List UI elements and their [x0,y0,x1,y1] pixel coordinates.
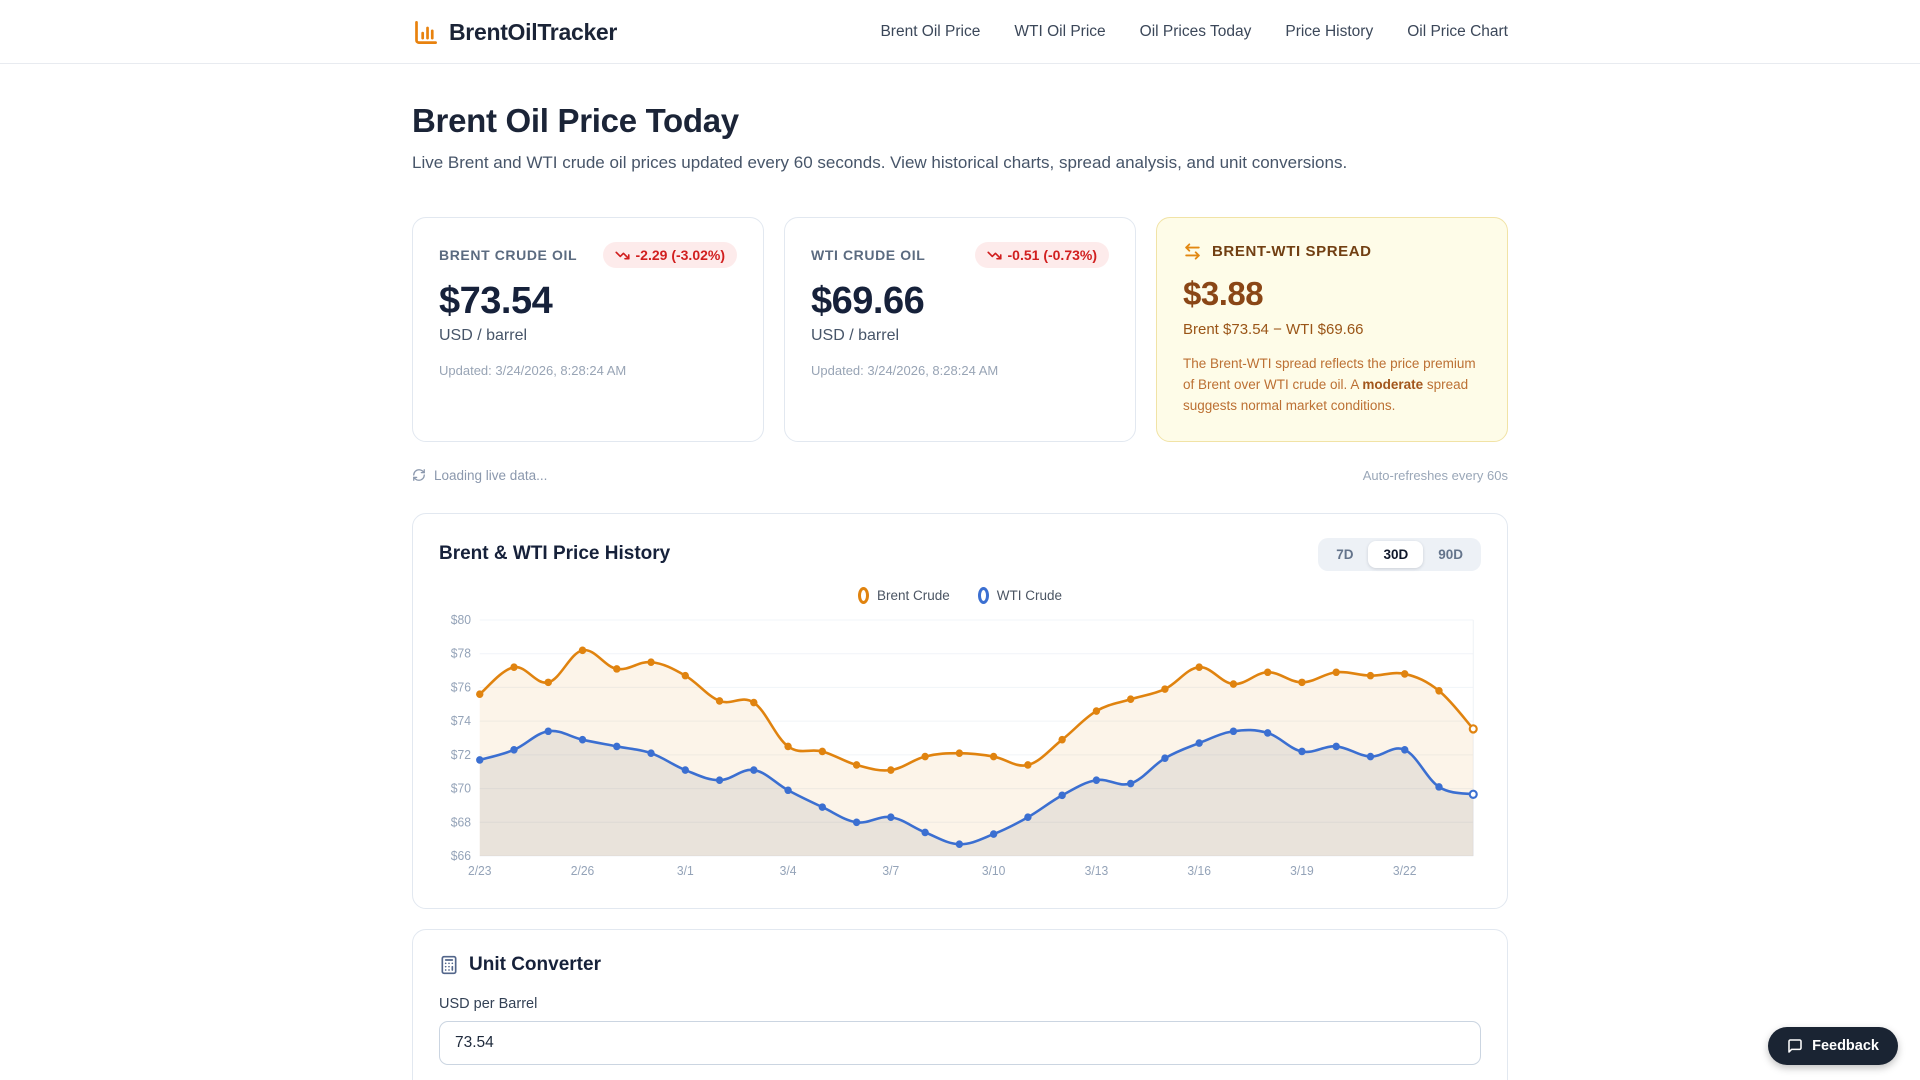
price-cards-row: BRENT CRUDE OIL -2.29 (-3.02%) $73.54 US… [412,217,1508,442]
brent-change-badge: -2.29 (-3.02%) [602,242,737,268]
brand-logo[interactable]: BrentOilTracker [412,19,617,46]
wti-change-badge: -0.51 (-0.73%) [974,242,1109,268]
svg-text:$76: $76 [451,680,471,694]
svg-text:3/19: 3/19 [1290,864,1314,878]
status-row: Loading live data... Auto-refreshes ever… [412,468,1508,483]
spread-card-label: BRENT-WTI SPREAD [1212,243,1372,260]
wti-price-unit: USD / barrel [811,327,900,344]
brent-change-value: -2.29 (-3.02%) [635,247,725,263]
brent-price-unit: USD / barrel [439,327,528,344]
spread-value: $3.88 [1183,275,1264,312]
main-content: Brent Oil Price Today Live Brent and WTI… [396,102,1524,1080]
brent-card-label: BRENT CRUDE OIL [439,247,578,263]
wti-legend-marker-icon [977,586,989,604]
svg-text:$68: $68 [451,815,471,829]
calculator-icon [439,955,459,975]
wti-price: $69.66 [811,280,925,322]
site-header: BrentOilTracker Brent Oil Price WTI Oil … [0,0,1920,64]
legend-brent-label: Brent Crude [876,587,950,603]
price-history-panel: Brent & WTI Price History 7D 30D 90D Bre… [412,512,1508,909]
svg-text:3/16: 3/16 [1187,864,1211,878]
svg-text:$78: $78 [451,646,471,660]
svg-text:3/10: 3/10 [982,864,1006,878]
svg-text:3/22: 3/22 [1393,864,1417,878]
svg-text:$66: $66 [451,849,471,863]
brent-updated-timestamp: Updated: 3/24/2026, 8:28:24 AM [439,363,627,378]
converter-input-label: USD per Barrel [439,995,538,1012]
nav-brent-oil-price[interactable]: Brent Oil Price [880,23,981,40]
legend-brent-crude[interactable]: Brent Crude [857,586,950,604]
message-square-icon [1787,1038,1803,1054]
range-90d-button[interactable]: 90D [1423,541,1478,568]
range-30d-button[interactable]: 30D [1368,540,1424,568]
refresh-icon [412,468,426,482]
brent-legend-marker-icon [857,586,869,604]
spread-description: The Brent-WTI spread reflects the price … [1183,356,1476,413]
wti-price-card: WTI CRUDE OIL -0.51 (-0.73%) $69.66 USD … [784,217,1136,442]
trending-down-icon [986,248,1002,263]
spread-card: BRENT-WTI SPREAD $3.88 Brent $73.54 − WT… [1156,217,1508,442]
converter-title: Unit Converter [469,953,601,975]
arrow-left-right-icon [1183,242,1202,261]
unit-converter-panel: Unit Converter USD per Barrel USD / LITE… [412,928,1508,1080]
wti-card-label: WTI CRUDE OIL [811,247,926,263]
usd-per-barrel-input[interactable] [439,1020,1481,1065]
svg-text:3/13: 3/13 [1085,864,1109,878]
nav-wti-oil-price[interactable]: WTI Oil Price [1014,23,1106,40]
legend-wti-crude[interactable]: WTI Crude [977,586,1063,604]
wti-updated-timestamp: Updated: 3/24/2026, 8:28:24 AM [811,363,999,378]
feedback-label: Feedback [1812,1038,1879,1054]
svg-text:3/4: 3/4 [780,864,797,878]
wti-change-value: -0.51 (-0.73%) [1007,247,1097,263]
svg-text:$74: $74 [451,714,471,728]
nav-price-history[interactable]: Price History [1285,23,1374,40]
trending-down-icon [614,248,630,263]
brent-price-card: BRENT CRUDE OIL -2.29 (-3.02%) $73.54 US… [412,217,764,442]
svg-text:$70: $70 [451,781,471,795]
chart-title: Brent & WTI Price History [439,543,671,565]
main-nav: Brent Oil Price WTI Oil Price Oil Prices… [880,23,1508,41]
svg-text:2/26: 2/26 [571,864,595,878]
svg-text:3/7: 3/7 [882,864,899,878]
spread-formula: Brent $73.54 − WTI $69.66 [1183,321,1364,338]
brand-name: BrentOilTracker [449,18,618,45]
auto-refresh-note: Auto-refreshes every 60s [1362,467,1508,483]
loading-status: Loading live data... [412,468,547,483]
brent-price: $73.54 [439,280,553,322]
feedback-button[interactable]: Feedback [1768,1027,1898,1065]
svg-text:$72: $72 [451,747,471,761]
nav-oil-price-chart[interactable]: Oil Price Chart [1407,23,1508,40]
svg-text:2/23: 2/23 [468,864,492,878]
svg-text:$80: $80 [451,613,471,627]
nav-oil-prices-today[interactable]: Oil Prices Today [1139,23,1252,40]
bar-chart-logo-icon [412,19,439,46]
loading-text: Loading live data... [434,467,548,483]
range-switch: 7D 30D 90D [1318,537,1481,571]
price-history-chart[interactable]: $66 $68 $70 $72 $74 $76 $78 $80 2/23 2/26 3/1 3/4 3/… [439,612,1481,884]
chart-legend: Brent Crude WTI Crude [439,586,1481,604]
page-subtitle: Live Brent and WTI crude oil prices upda… [412,153,1348,172]
svg-text:3/1: 3/1 [677,864,694,878]
legend-wti-label: WTI Crude [996,587,1063,603]
page-title: Brent Oil Price Today [412,102,739,139]
range-7d-button[interactable]: 7D [1321,541,1368,568]
